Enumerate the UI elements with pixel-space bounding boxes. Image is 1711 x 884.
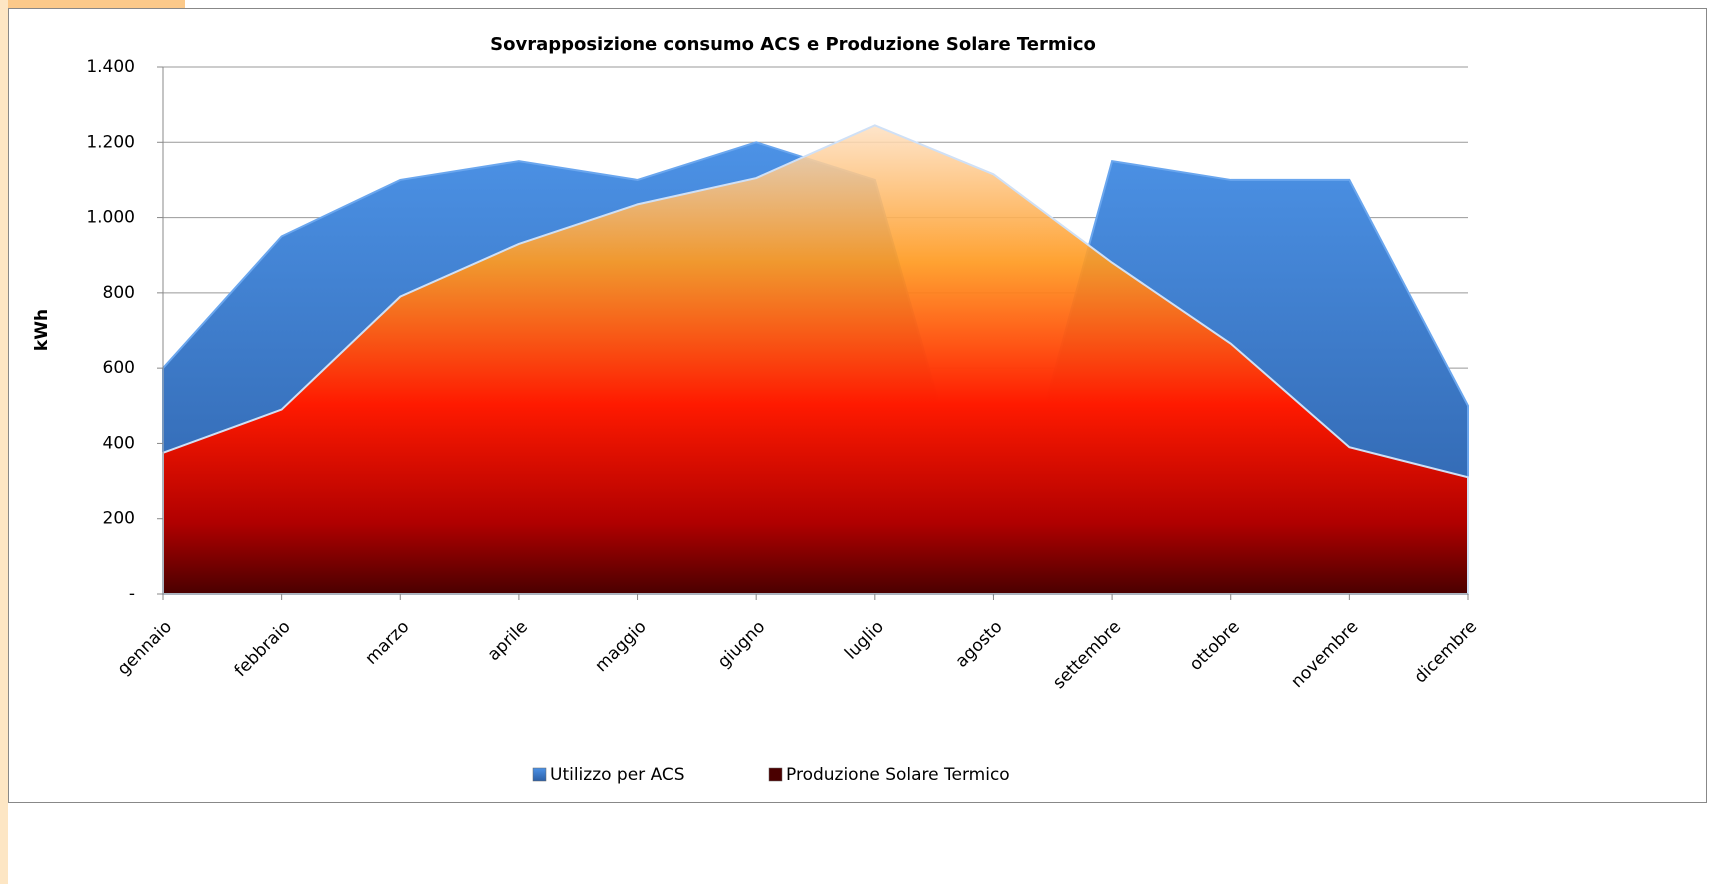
- y-tick-label: -: [129, 584, 135, 604]
- y-tick-label: 400: [103, 433, 135, 453]
- y-tick-label: 1.200: [86, 132, 135, 152]
- y-tick-label: 800: [103, 283, 135, 303]
- side-decoration: [0, 0, 8, 884]
- corner-decoration: [0, 0, 185, 8]
- y-tick-label: 200: [103, 509, 135, 529]
- legend-swatch: [532, 767, 547, 782]
- y-axis-label: kWh: [32, 309, 52, 351]
- y-tick-label: 600: [103, 358, 135, 378]
- y-tick-label: 1.400: [86, 57, 135, 77]
- legend-label: Utilizzo per ACS: [550, 765, 685, 785]
- y-tick-label: 1.000: [86, 208, 135, 228]
- area: [162, 124, 1469, 595]
- chart-title: Sovrapposizione consumo ACS e Produzione…: [490, 34, 1096, 55]
- legend-label: Produzione Solare Termico: [786, 765, 1010, 785]
- legend-swatch: [768, 767, 783, 782]
